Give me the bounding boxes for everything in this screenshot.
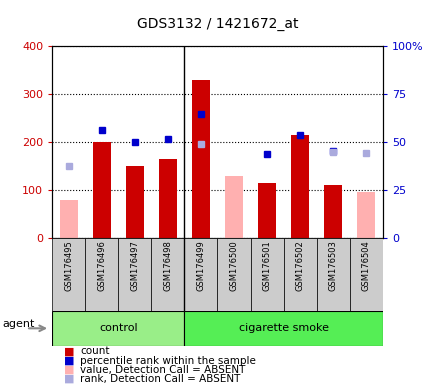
Text: GSM176497: GSM176497 xyxy=(130,240,139,291)
Bar xyxy=(349,238,382,311)
Text: control: control xyxy=(99,323,137,333)
Bar xyxy=(59,200,78,238)
Text: GSM176496: GSM176496 xyxy=(97,240,106,291)
Bar xyxy=(118,238,151,311)
Text: GSM176504: GSM176504 xyxy=(361,240,370,291)
Text: rank, Detection Call = ABSENT: rank, Detection Call = ABSENT xyxy=(80,374,240,384)
Bar xyxy=(257,183,276,238)
Bar xyxy=(224,176,243,238)
Text: GSM176498: GSM176498 xyxy=(163,240,172,291)
Bar xyxy=(323,185,342,238)
Bar xyxy=(85,238,118,311)
Text: percentile rank within the sample: percentile rank within the sample xyxy=(80,356,256,366)
Text: GSM176500: GSM176500 xyxy=(229,240,238,291)
Text: GDS3132 / 1421672_at: GDS3132 / 1421672_at xyxy=(136,17,298,31)
Text: ■: ■ xyxy=(64,374,75,384)
Bar xyxy=(52,238,85,311)
Text: GSM176503: GSM176503 xyxy=(328,240,337,291)
Text: count: count xyxy=(80,346,110,356)
Bar xyxy=(151,238,184,311)
Bar xyxy=(290,135,309,238)
Bar xyxy=(125,166,144,238)
Text: ■: ■ xyxy=(64,365,75,375)
Text: value, Detection Call = ABSENT: value, Detection Call = ABSENT xyxy=(80,365,245,375)
Text: GSM176501: GSM176501 xyxy=(262,240,271,291)
Text: agent: agent xyxy=(2,319,34,329)
Text: ■: ■ xyxy=(64,356,75,366)
Bar xyxy=(356,192,375,238)
Text: GSM176495: GSM176495 xyxy=(64,240,73,291)
Text: GSM176502: GSM176502 xyxy=(295,240,304,291)
Bar xyxy=(52,311,184,346)
Bar xyxy=(184,311,382,346)
Bar xyxy=(158,159,177,238)
Bar xyxy=(316,238,349,311)
Bar xyxy=(184,238,217,311)
Bar xyxy=(217,238,250,311)
Text: GSM176499: GSM176499 xyxy=(196,240,205,291)
Bar xyxy=(92,142,111,238)
Bar xyxy=(250,238,283,311)
Text: ■: ■ xyxy=(64,346,75,356)
Text: cigarette smoke: cigarette smoke xyxy=(238,323,328,333)
Bar xyxy=(191,79,210,238)
Bar xyxy=(283,238,316,311)
